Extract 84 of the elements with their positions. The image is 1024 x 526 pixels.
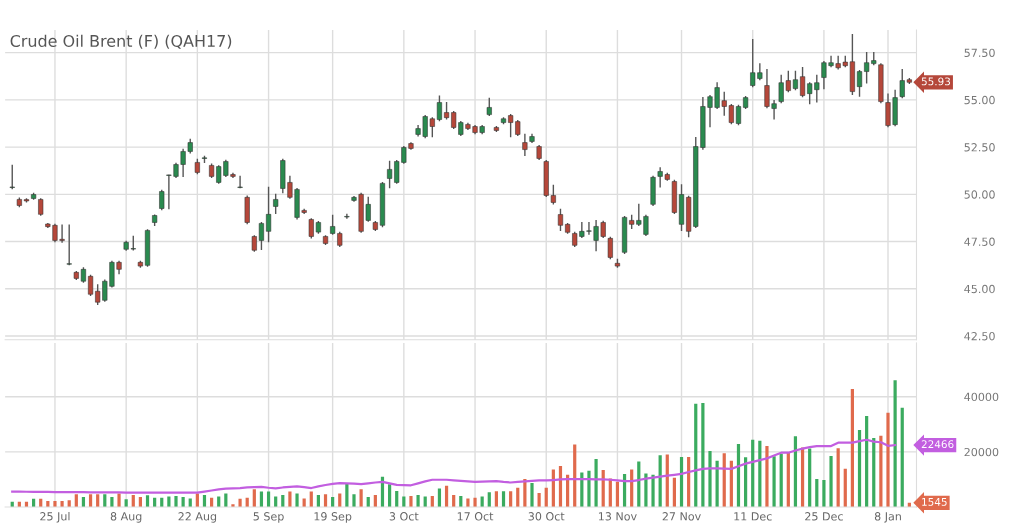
candlestick (273, 193, 279, 215)
candlestick (856, 69, 863, 97)
x-tick-label: 5 Sep (253, 512, 284, 523)
bar (857, 429, 862, 508)
candlestick (607, 236, 613, 260)
bar (288, 491, 292, 508)
x-tick-label: 13 Nov (598, 512, 637, 521)
bar (694, 403, 698, 508)
bar (815, 479, 819, 508)
candlestick (800, 67, 806, 98)
y-tick-label: 55.00 (964, 95, 995, 105)
line-series (11, 438, 897, 494)
bar (501, 491, 506, 508)
y-tick-label: 47.50 (964, 237, 995, 246)
chart-title: Crude Oil Brent (F) (QAH17) (10, 34, 232, 49)
candlestick (266, 186, 272, 243)
x-tick-label: 30 Oct (528, 512, 565, 521)
x-tick-label: 25 Jul (40, 511, 70, 523)
y-tick-label: 50.00 (964, 190, 995, 199)
x-tick-label: 25 Dec (805, 512, 843, 521)
bar (60, 501, 64, 508)
text: 1545 (922, 498, 947, 506)
bar (843, 468, 847, 508)
bar (352, 494, 356, 508)
bar (587, 470, 591, 508)
bar (494, 491, 498, 508)
candlestick (159, 189, 165, 211)
bar (117, 493, 121, 508)
bar (594, 459, 598, 508)
text: 22466 (921, 440, 954, 449)
bar (174, 495, 178, 508)
bar (701, 403, 705, 508)
candlestick (258, 221, 264, 251)
candlestick (557, 208, 564, 231)
bar (786, 452, 790, 508)
candlestick (344, 213, 350, 219)
bar (900, 407, 904, 508)
x-tick-label: 17 Oct (457, 512, 494, 521)
bar (53, 501, 57, 508)
x-tick-label: 27 Nov (662, 512, 701, 521)
bar (110, 497, 114, 508)
candlestick (237, 175, 243, 189)
bar (779, 453, 783, 508)
bar (651, 474, 655, 508)
candlestick (9, 164, 15, 190)
bar (893, 380, 897, 508)
candlestick (436, 95, 442, 122)
candlestick (66, 224, 72, 266)
bar (850, 389, 854, 508)
y-tick-label: 20000 (964, 447, 999, 457)
bar (865, 416, 869, 508)
bar (466, 498, 470, 508)
x-tick-label: 8 Aug (110, 512, 142, 523)
bar (836, 448, 840, 508)
bar (772, 456, 776, 508)
y-tick-label: 45.00 (964, 284, 995, 294)
bar (644, 473, 648, 508)
text: 55.93 (921, 77, 951, 86)
candlestick (88, 274, 94, 297)
bar (509, 491, 513, 508)
bar (473, 497, 477, 508)
bar (573, 444, 577, 508)
bar (822, 480, 826, 508)
x-tick-label: 8 Jan (874, 512, 901, 523)
candlestick (735, 104, 742, 126)
x-tick-label: 19 Sep (314, 512, 352, 523)
bar (886, 412, 890, 508)
y-tick-label: 42.50 (964, 331, 995, 341)
bar (409, 495, 413, 508)
bar (765, 446, 769, 508)
y-tick-label: 57.50 (964, 48, 995, 58)
x-tick-label: 22 Aug (178, 512, 217, 523)
bar (829, 455, 833, 508)
x-tick-label: 3 Oct (389, 512, 419, 521)
x-tick-label: 11 Dec (734, 512, 772, 521)
candlestick (522, 133, 528, 157)
bar (808, 448, 812, 508)
y-tick-label: 52.50 (964, 143, 995, 152)
bar (238, 498, 242, 508)
bar (416, 494, 420, 508)
bar (295, 493, 299, 508)
bar (708, 451, 712, 508)
y-tick-label: 40000 (964, 392, 999, 402)
bar (530, 482, 534, 508)
